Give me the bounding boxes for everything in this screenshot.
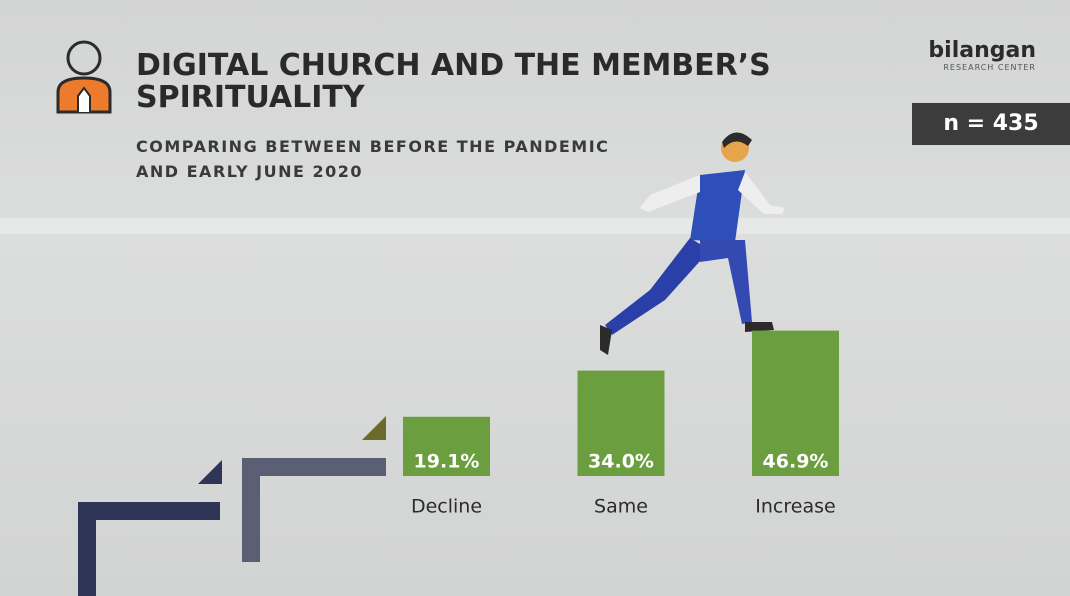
- person-icon: [56, 40, 112, 114]
- subtitle: COMPARING BETWEEN BEFORE THE PANDEMIC AN…: [136, 137, 610, 181]
- logo-name: bilangan: [928, 38, 1036, 63]
- category-label: Same: [594, 496, 648, 518]
- stair: [78, 502, 220, 596]
- category-label: Increase: [755, 496, 835, 518]
- sample-size: n = 435: [912, 103, 1070, 145]
- wall-stripe: [0, 218, 1070, 234]
- bar: [752, 330, 839, 476]
- stair-tip: [198, 460, 222, 484]
- title: DIGITAL CHURCH AND THE MEMBER’S SPIRITUA…: [136, 48, 771, 115]
- value-label: 34.0%: [588, 451, 654, 473]
- bar: [403, 416, 490, 476]
- logo: bilangan RESEARCH CENTER: [928, 38, 1036, 72]
- category-label: Decline: [411, 496, 482, 518]
- stair-tip: [362, 416, 386, 440]
- logo-tagline: RESEARCH CENTER: [943, 63, 1036, 72]
- stair: [242, 458, 386, 562]
- bar: [577, 370, 665, 476]
- value-label: 46.9%: [763, 451, 829, 473]
- runner: [600, 132, 785, 355]
- value-label: 19.1%: [414, 451, 480, 473]
